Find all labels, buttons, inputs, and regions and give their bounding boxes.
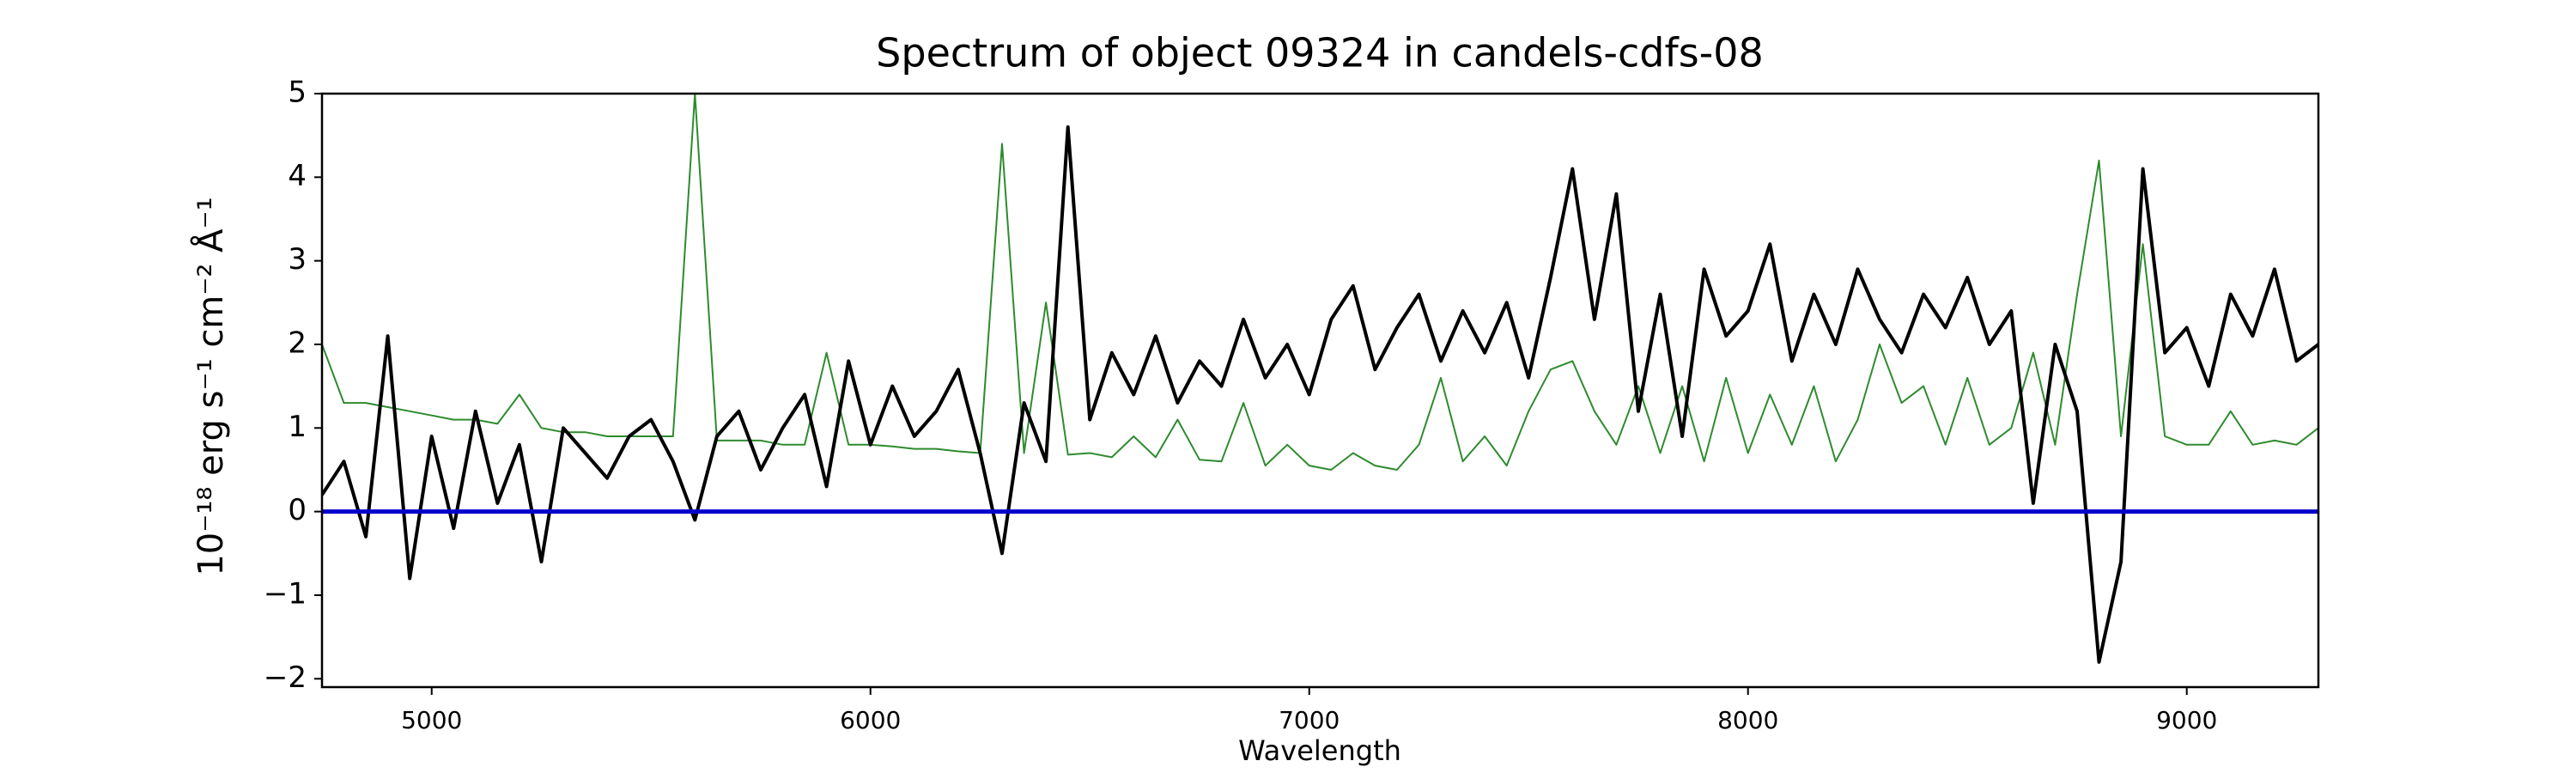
y-tick-label: 3 — [288, 242, 307, 277]
spectrum-line — [322, 125, 2318, 664]
spectrum-line — [322, 94, 2318, 471]
x-tick-label: 6000 — [840, 706, 901, 734]
y-tick-label: 2 — [288, 326, 307, 360]
x-tick-label: 7000 — [1279, 706, 1340, 734]
x-axis-label: Wavelength — [1238, 734, 1401, 767]
x-tick-label: 9000 — [2156, 706, 2217, 734]
y-tick-label: 5 — [288, 76, 307, 110]
y-tick-label: 4 — [288, 159, 307, 193]
y-tick-label: −2 — [264, 660, 307, 695]
plot-frame — [320, 92, 2320, 689]
y-tick-label: 0 — [288, 493, 307, 527]
x-tick-label: 5000 — [401, 706, 462, 734]
chart-title: Spectrum of object 09324 in candels-cdfs… — [876, 30, 1764, 76]
x-tick-label: 8000 — [1717, 706, 1778, 734]
y-tick-label: −1 — [264, 576, 307, 611]
y-axis-label: 10⁻¹⁸ erg s⁻¹ cm⁻² Å⁻¹ — [190, 197, 231, 575]
y-tick-label: 1 — [288, 410, 307, 444]
